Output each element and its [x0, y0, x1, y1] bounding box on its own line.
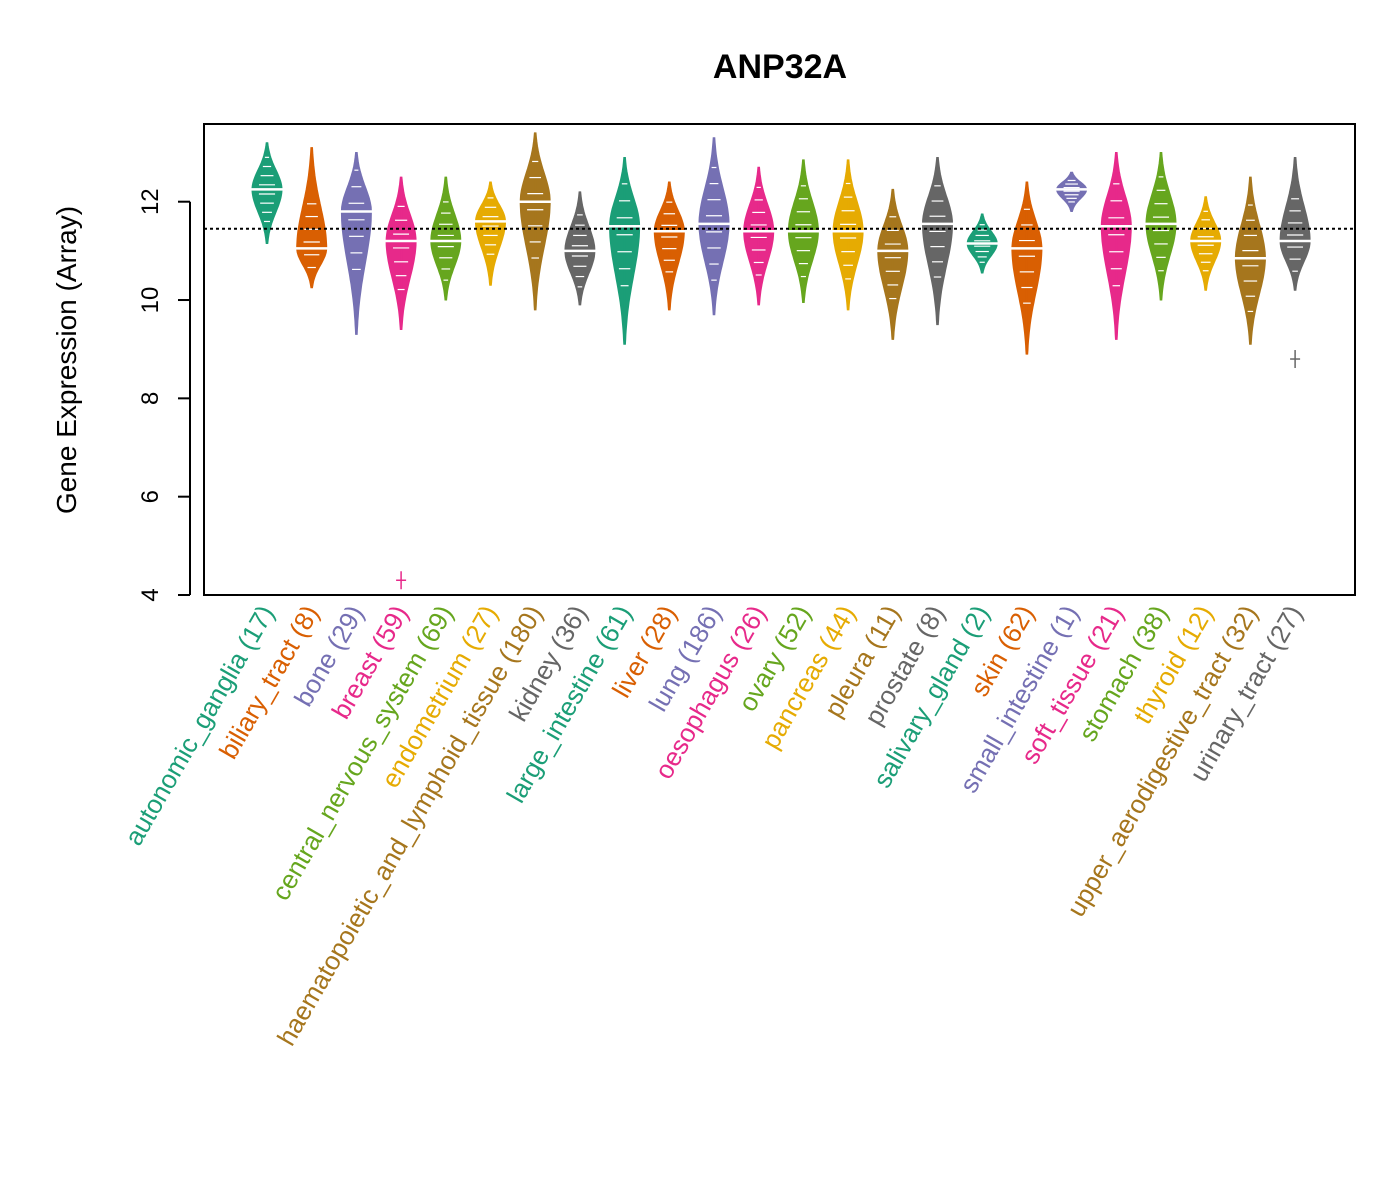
violin: [1144, 152, 1178, 301]
violin: [518, 132, 553, 311]
violin: [339, 152, 374, 335]
violins: [250, 132, 1313, 590]
violin: [965, 213, 1000, 274]
violin: [1278, 157, 1313, 369]
violin: [831, 159, 866, 311]
violin: [875, 188, 910, 340]
violin: [1099, 152, 1134, 340]
y-tick-label: 6: [137, 490, 164, 503]
y-tick-label: 4: [137, 588, 164, 601]
violin: [652, 181, 687, 311]
violin: [920, 157, 955, 326]
violin: [250, 142, 284, 244]
violin: [384, 176, 419, 590]
y-tick-label: 10: [137, 287, 164, 314]
violin: [786, 159, 821, 303]
x-tick-labels: autonomic_ganglia (17)biliary_tract (8)b…: [118, 600, 1308, 1051]
violin: [607, 157, 642, 345]
violin: [473, 181, 508, 286]
violin: [741, 166, 776, 306]
y-tick-label: 12: [137, 188, 164, 215]
violin: [294, 147, 329, 289]
violin: [1054, 171, 1089, 212]
violin: [1009, 181, 1044, 355]
violin: [428, 176, 463, 301]
chart-title: ANP32A: [713, 48, 847, 86]
violin: [697, 137, 731, 316]
y-ticks: 4 6 8 10 12: [137, 188, 190, 602]
y-tick-label: 8: [137, 392, 164, 405]
violin: [1233, 176, 1268, 345]
violin: [562, 191, 597, 306]
plot-frame: [203, 123, 1356, 596]
y-axis-label: Gene Expression (Array): [51, 206, 82, 514]
violin: [1188, 196, 1223, 291]
